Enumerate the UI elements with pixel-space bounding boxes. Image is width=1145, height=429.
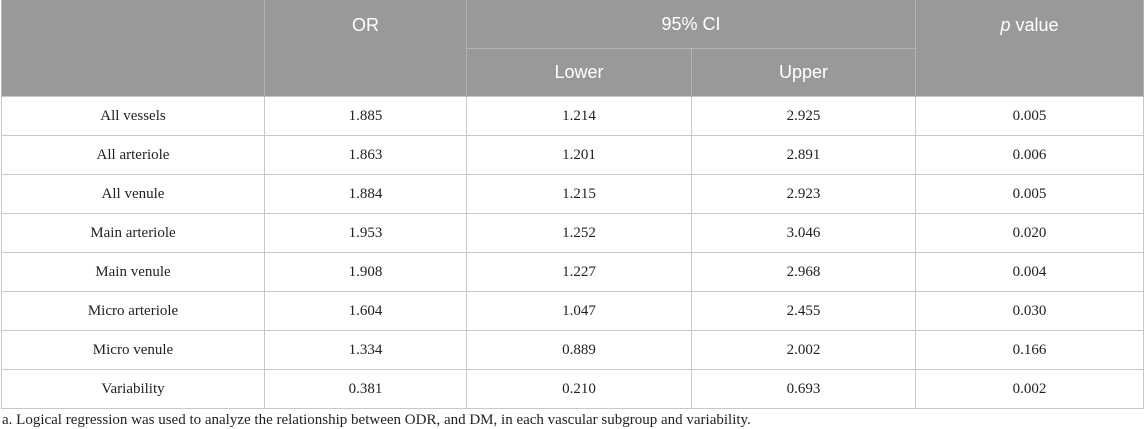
cell-or: 1.604 bbox=[264, 291, 467, 331]
cell-p-value: 0.005 bbox=[915, 96, 1144, 136]
cell-upper: 2.002 bbox=[691, 330, 916, 370]
row-label: Main venule bbox=[1, 252, 265, 292]
row-label: All arteriole bbox=[1, 135, 265, 175]
cell-upper: 2.891 bbox=[691, 135, 916, 175]
row-label: Variability bbox=[1, 369, 265, 409]
cell-upper: 3.046 bbox=[691, 213, 916, 253]
table-header: OR 95% CI p value Lower Upper bbox=[1, 0, 1144, 97]
table-row: Micro arteriole 1.604 1.047 2.455 0.030 bbox=[1, 291, 1144, 331]
header-95-ci: 95% CI bbox=[466, 0, 916, 49]
cell-or: 1.885 bbox=[264, 96, 467, 136]
cell-p-value: 0.002 bbox=[915, 369, 1144, 409]
table-row: Main arteriole 1.953 1.252 3.046 0.020 bbox=[1, 213, 1144, 253]
cell-upper: 0.693 bbox=[691, 369, 916, 409]
header-blank bbox=[1, 0, 265, 97]
cell-lower: 1.047 bbox=[466, 291, 692, 331]
table-row: All arteriole 1.863 1.201 2.891 0.006 bbox=[1, 135, 1144, 175]
row-label: Main arteriole bbox=[1, 213, 265, 253]
cell-or: 1.908 bbox=[264, 252, 467, 292]
cell-lower: 1.227 bbox=[466, 252, 692, 292]
cell-p-value: 0.005 bbox=[915, 174, 1144, 214]
cell-upper: 2.925 bbox=[691, 96, 916, 136]
cell-upper: 2.968 bbox=[691, 252, 916, 292]
cell-upper: 2.923 bbox=[691, 174, 916, 214]
cell-or: 1.884 bbox=[264, 174, 467, 214]
header-or: OR bbox=[264, 0, 467, 97]
results-table: OR 95% CI p value Lower Upper All vessel… bbox=[1, 0, 1144, 409]
cell-p-value: 0.004 bbox=[915, 252, 1144, 292]
table-row: Variability 0.381 0.210 0.693 0.002 bbox=[1, 369, 1144, 409]
cell-or: 0.381 bbox=[264, 369, 467, 409]
cell-or: 1.334 bbox=[264, 330, 467, 370]
cell-lower: 1.201 bbox=[466, 135, 692, 175]
header-upper: Upper bbox=[691, 48, 916, 97]
header-p-rest: value bbox=[1010, 15, 1059, 35]
cell-lower: 1.214 bbox=[466, 96, 692, 136]
header-lower: Lower bbox=[466, 48, 692, 97]
cell-p-value: 0.020 bbox=[915, 213, 1144, 253]
table-row: All vessels 1.885 1.214 2.925 0.005 bbox=[1, 96, 1144, 136]
header-p-italic: p bbox=[1000, 15, 1011, 35]
table-body: All vessels 1.885 1.214 2.925 0.005 All … bbox=[1, 96, 1144, 409]
table-row: Main venule 1.908 1.227 2.968 0.004 bbox=[1, 252, 1144, 292]
header-p-value: p value bbox=[915, 0, 1144, 97]
cell-p-value: 0.006 bbox=[915, 135, 1144, 175]
cell-lower: 1.215 bbox=[466, 174, 692, 214]
row-label: All venule bbox=[1, 174, 265, 214]
cell-lower: 0.210 bbox=[466, 369, 692, 409]
table-row: Micro venule 1.334 0.889 2.002 0.166 bbox=[1, 330, 1144, 370]
cell-p-value: 0.166 bbox=[915, 330, 1144, 370]
cell-p-value: 0.030 bbox=[915, 291, 1144, 331]
cell-or: 1.953 bbox=[264, 213, 467, 253]
row-label: Micro arteriole bbox=[1, 291, 265, 331]
table-footnote: a. Logical regression was used to analyz… bbox=[2, 412, 751, 428]
table-row: All venule 1.884 1.215 2.923 0.005 bbox=[1, 174, 1144, 214]
row-label: Micro venule bbox=[1, 330, 265, 370]
cell-upper: 2.455 bbox=[691, 291, 916, 331]
cell-lower: 1.252 bbox=[466, 213, 692, 253]
cell-or: 1.863 bbox=[264, 135, 467, 175]
row-label: All vessels bbox=[1, 96, 265, 136]
cell-lower: 0.889 bbox=[466, 330, 692, 370]
